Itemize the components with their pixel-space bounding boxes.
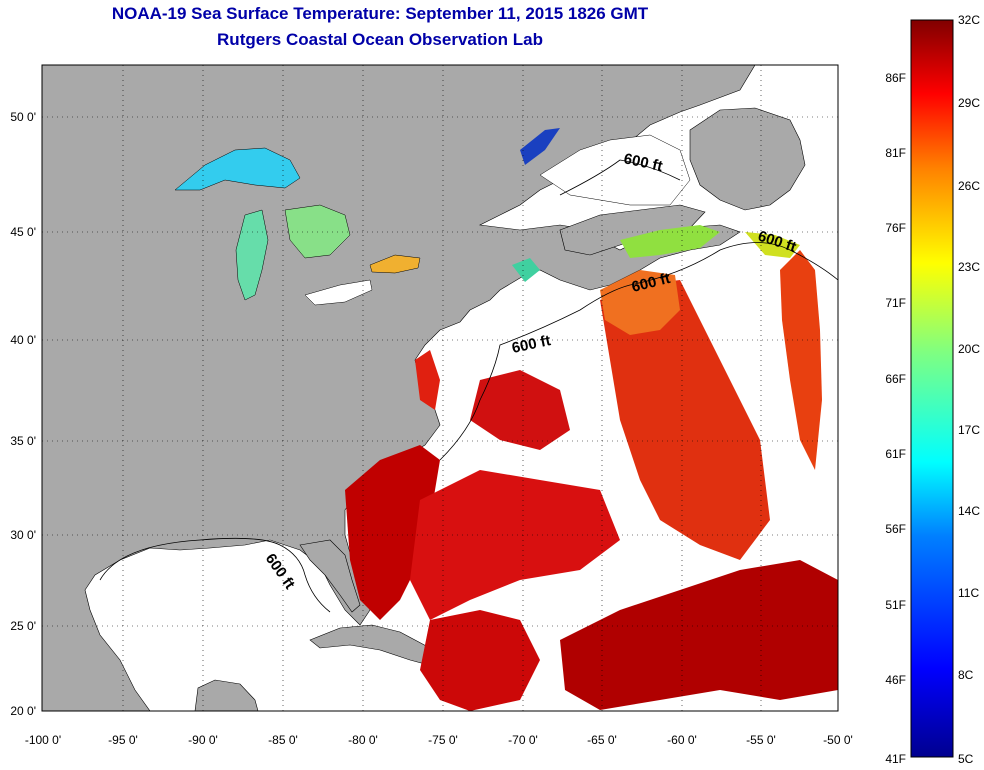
lon-tick-label: -70 0' <box>508 733 538 747</box>
lon-tick-label: -100 0' <box>25 733 61 747</box>
colorbar-celsius-labels: 32C 29C 26C 23C 20C 17C 14C 11C 8C 5C <box>958 13 980 766</box>
map-subtitle: Rutgers Coastal Ocean Observation Lab <box>217 30 543 49</box>
celsius-label: 29C <box>958 96 980 110</box>
fahrenheit-label: 71F <box>885 296 906 310</box>
lat-tick-label: 30 0' <box>10 528 36 542</box>
colorbar <box>910 19 954 758</box>
celsius-label: 5C <box>958 752 974 766</box>
lat-tick-label: 40 0' <box>10 333 36 347</box>
fahrenheit-label: 61F <box>885 447 906 461</box>
lake-michigan <box>235 209 269 301</box>
map-title: NOAA-19 Sea Surface Temperature: Septemb… <box>111 4 649 23</box>
lat-tick-label: 20 0' <box>10 704 36 718</box>
lat-tick-label: 50 0' <box>10 110 36 124</box>
lon-tick-label: -80 0' <box>348 733 378 747</box>
fahrenheit-label: 66F <box>885 372 906 386</box>
fahrenheit-label: 46F <box>885 673 906 687</box>
celsius-label: 26C <box>958 179 980 193</box>
lon-tick-label: -65 0' <box>587 733 617 747</box>
newfoundland-land <box>689 107 806 211</box>
lat-tick-label: 45 0' <box>10 225 36 239</box>
latitude-axis: 50 0' 45 0' 40 0' 35 0' 30 0' 25 0' 20 0… <box>10 110 36 718</box>
fahrenheit-label: 86F <box>885 71 906 85</box>
celsius-label: 20C <box>958 342 980 356</box>
lon-tick-label: -50 0' <box>823 733 853 747</box>
fahrenheit-label: 51F <box>885 598 906 612</box>
lake-erie <box>304 279 373 306</box>
florida-land <box>299 539 361 613</box>
colorbar-fahrenheit-labels: 86F 81F 76F 71F 66F 61F 56F 51F 46F 41F <box>885 71 906 766</box>
lon-tick-label: -55 0' <box>746 733 776 747</box>
yucatan-land <box>194 679 259 711</box>
lat-tick-label: 25 0' <box>10 619 36 633</box>
depth-contour-600ft <box>99 159 838 613</box>
map-border <box>41 64 839 712</box>
longitude-axis: -100 0' -95 0' -90 0' -85 0' -80 0' -75 … <box>25 733 853 747</box>
lon-tick-label: -85 0' <box>268 733 298 747</box>
fahrenheit-label: 56F <box>885 522 906 536</box>
lat-tick-label: 35 0' <box>10 434 36 448</box>
lon-tick-label: -60 0' <box>667 733 697 747</box>
celsius-label: 8C <box>958 668 974 682</box>
north-america-land <box>42 65 756 711</box>
lake-ontario <box>369 254 421 274</box>
celsius-label: 14C <box>958 504 980 518</box>
gulf-st-lawrence <box>539 134 691 206</box>
fahrenheit-label: 41F <box>885 752 906 766</box>
sst-swath <box>345 128 838 711</box>
celsius-label: 11C <box>958 586 979 600</box>
fahrenheit-label: 76F <box>885 221 906 235</box>
lon-tick-label: -75 0' <box>428 733 458 747</box>
celsius-label: 32C <box>958 13 980 27</box>
celsius-label: 23C <box>958 260 980 274</box>
lake-superior <box>174 147 301 191</box>
lon-tick-label: -90 0' <box>188 733 218 747</box>
lon-tick-label: -95 0' <box>108 733 138 747</box>
lake-huron <box>284 204 351 259</box>
fahrenheit-label: 81F <box>885 146 906 160</box>
celsius-label: 17C <box>958 423 980 437</box>
